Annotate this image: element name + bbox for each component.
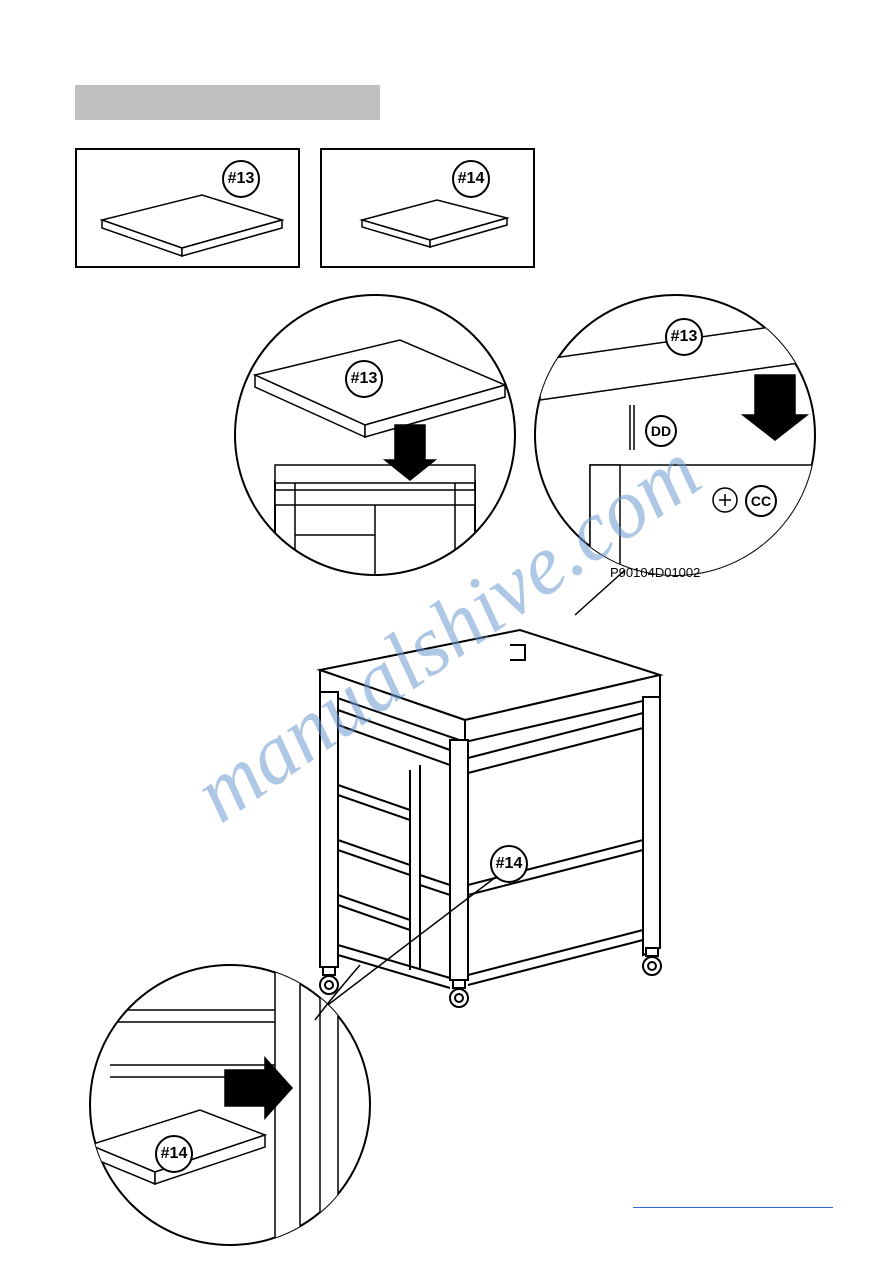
- parts-box-14: #14: [320, 148, 535, 268]
- part-label-14-text: #14: [458, 170, 485, 188]
- detail-label-dd-text: DD: [651, 423, 671, 439]
- main-label-14-text: #14: [496, 855, 523, 873]
- part-code-text: P90104D01002: [610, 565, 700, 580]
- detail-label-13-left: #13: [345, 360, 383, 398]
- detail-label-14-bottom-text: #14: [161, 1145, 188, 1163]
- main-label-14: #14: [490, 845, 528, 883]
- detail-circle-top-right: #13 DD CC: [530, 290, 820, 585]
- detail-label-14-bottom: #14: [155, 1135, 193, 1173]
- part-label-14: #14: [452, 160, 490, 198]
- footer-line: [633, 1207, 833, 1209]
- part-code: P90104D01002: [610, 565, 700, 580]
- detail-label-cc: CC: [745, 485, 777, 517]
- parts-box-13: #13: [75, 148, 300, 268]
- detail-circle-top-left: #13: [225, 290, 525, 585]
- detail-label-cc-text: CC: [751, 493, 771, 509]
- part-14-illustration: [322, 150, 537, 270]
- part-13-illustration: [77, 150, 302, 270]
- step-header-bar: [75, 85, 380, 120]
- detail-label-13-left-text: #13: [351, 370, 378, 388]
- detail-label-13-right: #13: [665, 318, 703, 356]
- detail-label-13-right-text: #13: [671, 328, 698, 346]
- callout-line-bottom: [300, 960, 400, 1060]
- main-cart-illustration: #14: [265, 610, 685, 1015]
- part-label-13-text: #13: [228, 170, 255, 188]
- part-label-13: #13: [222, 160, 260, 198]
- detail-label-dd: DD: [645, 415, 677, 447]
